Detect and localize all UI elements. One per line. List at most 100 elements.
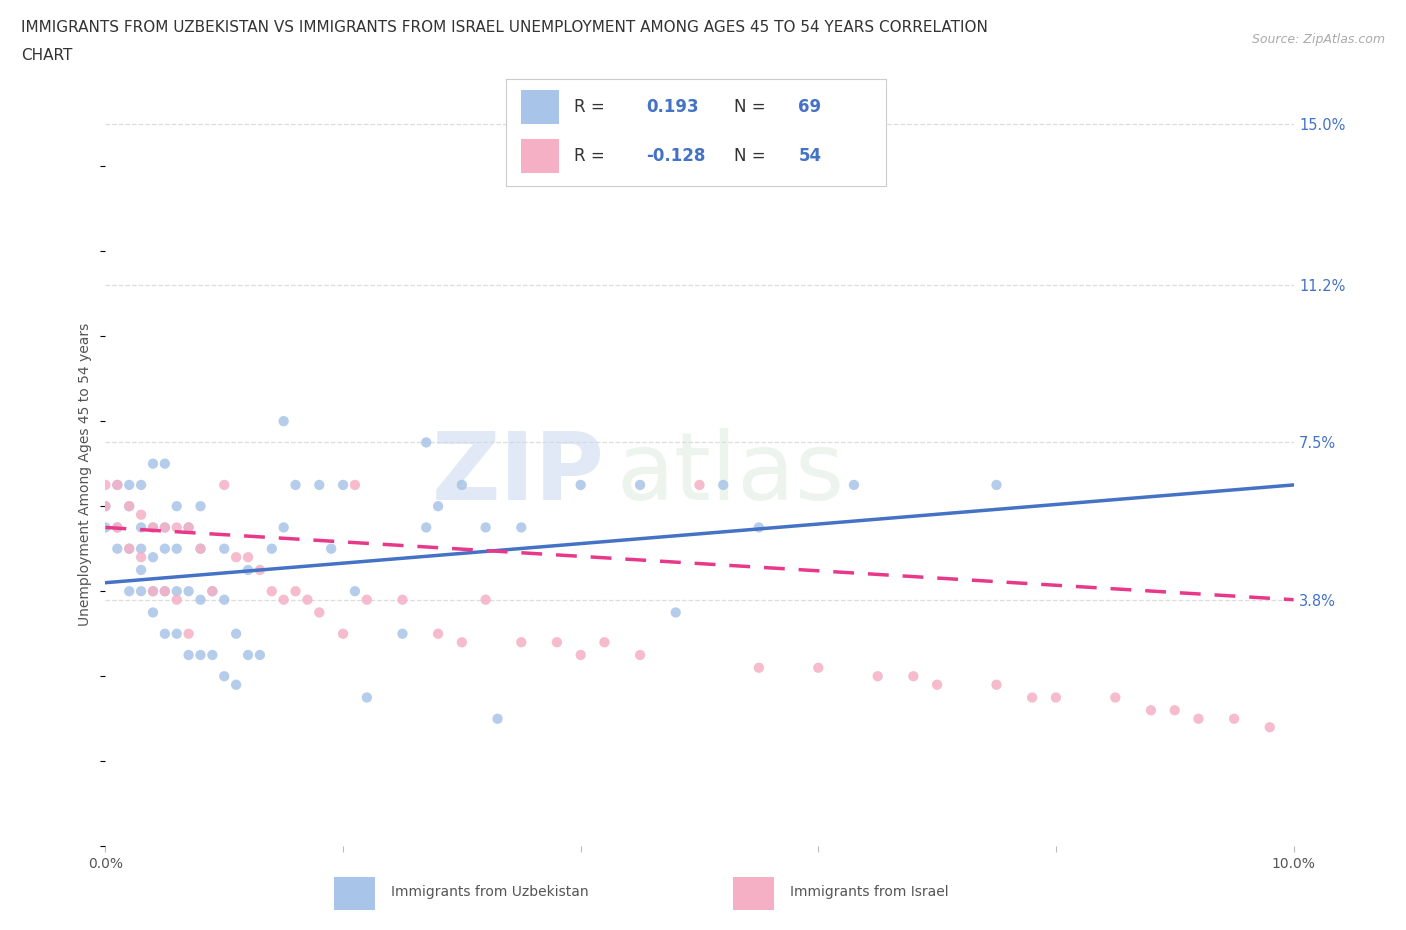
Point [201, 584, 224, 599]
Point [903, 669, 925, 684]
Point [94, 520, 117, 535]
Point [665, 605, 688, 620]
Point [225, 677, 247, 692]
Point [308, 477, 330, 492]
Point [129, 477, 152, 492]
Point [628, 477, 651, 492]
Point [105, 477, 128, 492]
Text: 54: 54 [799, 147, 821, 165]
Point [474, 592, 496, 607]
Point [343, 584, 366, 599]
Point [177, 647, 200, 662]
Point [166, 541, 188, 556]
Point [343, 477, 366, 492]
Point [214, 541, 236, 556]
Point [1187, 711, 1209, 726]
Point [1164, 703, 1187, 718]
Point [1140, 703, 1163, 718]
Point [569, 477, 592, 492]
Point [214, 477, 236, 492]
Point [260, 541, 283, 556]
Point [177, 584, 200, 599]
Point [105, 520, 128, 535]
Text: CHART: CHART [21, 48, 73, 63]
Point [450, 635, 472, 650]
Point [201, 647, 224, 662]
Point [105, 520, 128, 535]
Point [273, 414, 295, 429]
Y-axis label: Unemployment Among Ages 45 to 54 years: Unemployment Among Ages 45 to 54 years [79, 323, 93, 626]
Point [321, 541, 343, 556]
Point [118, 541, 141, 556]
Point [593, 635, 616, 650]
Point [153, 584, 176, 599]
Text: -0.128: -0.128 [647, 147, 706, 165]
Point [249, 647, 271, 662]
Point [427, 626, 450, 641]
Point [153, 457, 176, 472]
Point [236, 563, 259, 578]
Text: N =: N = [734, 147, 770, 165]
Point [118, 477, 141, 492]
Point [415, 520, 437, 535]
Point [190, 498, 212, 513]
Point [986, 477, 1008, 492]
Bar [522, 139, 560, 173]
Point [689, 477, 711, 492]
Point [474, 520, 496, 535]
Point [1045, 690, 1067, 705]
Point [273, 592, 295, 607]
Point [190, 541, 212, 556]
Point [153, 520, 176, 535]
Point [1021, 690, 1043, 705]
Point [391, 592, 413, 607]
Point [190, 592, 212, 607]
Point [118, 498, 141, 513]
Point [510, 520, 533, 535]
Point [105, 477, 128, 492]
Point [711, 477, 734, 492]
Point [166, 592, 188, 607]
Point [356, 592, 378, 607]
Point [129, 563, 152, 578]
Point [166, 584, 188, 599]
Point [225, 550, 247, 565]
Point [284, 477, 307, 492]
Text: 69: 69 [799, 98, 821, 116]
Point [225, 626, 247, 641]
Point [510, 635, 533, 650]
Point [546, 635, 568, 650]
Text: IMMIGRANTS FROM UZBEKISTAN VS IMMIGRANTS FROM ISRAEL UNEMPLOYMENT AMONG AGES 45 : IMMIGRANTS FROM UZBEKISTAN VS IMMIGRANTS… [21, 20, 988, 35]
Point [486, 711, 509, 726]
Text: 0.193: 0.193 [647, 98, 699, 116]
Point [927, 677, 949, 692]
Point [1223, 711, 1246, 726]
Point [153, 626, 176, 641]
Text: atlas: atlas [616, 429, 845, 520]
Point [1258, 720, 1281, 735]
Text: Immigrants from Israel: Immigrants from Israel [790, 885, 949, 899]
Text: Source: ZipAtlas.com: Source: ZipAtlas.com [1251, 33, 1385, 46]
Point [142, 550, 165, 565]
Point [214, 592, 236, 607]
Text: R =: R = [575, 98, 610, 116]
Point [166, 626, 188, 641]
Point [177, 520, 200, 535]
Point [105, 541, 128, 556]
Point [118, 541, 141, 556]
Point [94, 477, 117, 492]
Point [118, 498, 141, 513]
Point [569, 647, 592, 662]
Point [391, 626, 413, 641]
Point [308, 605, 330, 620]
Point [177, 520, 200, 535]
Point [153, 520, 176, 535]
Point [842, 477, 865, 492]
Bar [333, 877, 374, 910]
Point [129, 520, 152, 535]
Point [236, 647, 259, 662]
Point [427, 498, 450, 513]
Text: N =: N = [734, 98, 770, 116]
Point [142, 605, 165, 620]
Point [214, 669, 236, 684]
